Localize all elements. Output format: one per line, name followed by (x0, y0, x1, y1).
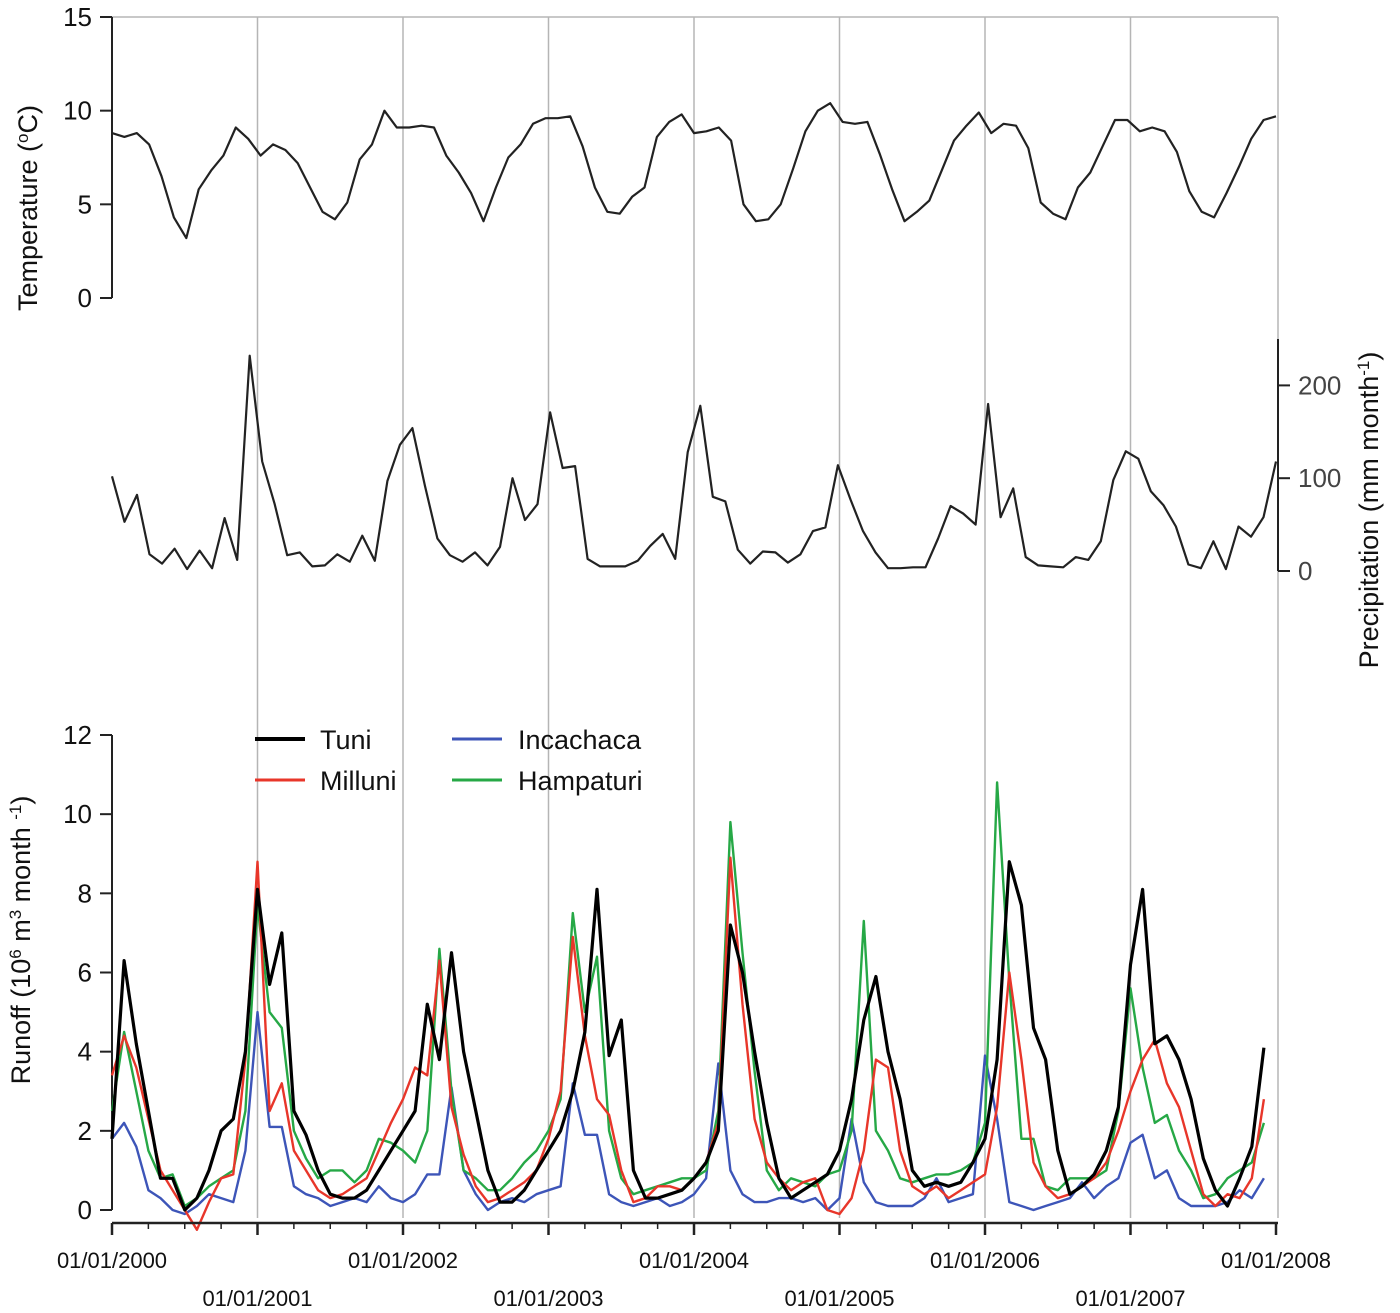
runoff-incachaca-line (111, 1010, 1265, 1216)
precipitation-tick-label-0: 0 (1298, 556, 1312, 586)
precipitation-title-sup: -1 (1354, 361, 1373, 376)
runoff-axis-title: Runoff (106 m3 month -1) (6, 796, 37, 1085)
precipitation-line (110, 354, 1278, 571)
temperature-title-pre: Temperature ( (13, 143, 43, 311)
legend-label-milluni: Milluni (320, 766, 397, 796)
precipitation-axis-title: Precipitation (mm month-1) (1354, 352, 1385, 669)
temperature-tick-label-1: 5 (78, 189, 92, 219)
x-label-upper-3: 01/01/2006 (930, 1248, 1040, 1273)
legend-label-hampaturi: Hampaturi (518, 766, 643, 796)
runoff-hampaturi-line (110, 781, 1266, 1208)
time-x-axis: 01/01/2000 01/01/2002 01/01/2004 01/01/2006… (57, 1221, 1331, 1311)
temperature-series (111, 102, 1277, 240)
x-label-lower-0: 01/01/2001 (202, 1286, 312, 1311)
runoff-tick-label-3: 6 (78, 958, 92, 988)
runoff-title-sup2: 3 (6, 910, 25, 919)
temperature-title-post: C) (13, 105, 43, 134)
runoff-tuni-line (110, 860, 1266, 1212)
temperature-tick-label-3: 15 (63, 2, 92, 32)
runoff-tick-label-2: 4 (78, 1037, 92, 1067)
runoff-title-d: ) (6, 796, 36, 805)
plot-frame (112, 16, 1279, 1218)
year-gridlines (256, 17, 1132, 1218)
x-label-lower-2: 01/01/2005 (784, 1286, 894, 1311)
temperature-line (111, 102, 1277, 240)
runoff-legend: Tuni Milluni Incachaca Hampaturi (255, 725, 643, 796)
temperature-axis-title: Temperature (oC) (13, 105, 44, 311)
legend-label-incachaca: Incachaca (518, 725, 642, 755)
runoff-tick-label-1: 2 (78, 1116, 92, 1146)
temperature-panel: 0 5 10 15 Temperature (oC) (13, 2, 1277, 313)
runoff-tick-label-6: 12 (63, 720, 92, 750)
temperature-tick-label-0: 0 (78, 283, 92, 313)
runoff-series (110, 781, 1266, 1232)
temperature-y-axis: 0 5 10 15 (63, 2, 113, 313)
runoff-title-sup1: 6 (6, 949, 25, 958)
temperature-tick-label-2: 10 (63, 96, 92, 126)
runoff-tick-label-5: 10 (63, 799, 92, 829)
x-label-upper-0: 01/01/2000 (57, 1248, 167, 1273)
precipitation-series (110, 354, 1278, 571)
runoff-title-b: m (6, 919, 36, 949)
runoff-tick-label-4: 8 (78, 878, 92, 908)
x-label-upper-2: 01/01/2004 (639, 1248, 749, 1273)
x-label-lower-3: 01/01/2007 (1075, 1286, 1185, 1311)
runoff-title-c: month (6, 820, 36, 910)
runoff-title-sup3: -1 (6, 805, 25, 820)
legend-label-tuni: Tuni (320, 725, 372, 755)
temperature-title-sup: o (13, 133, 32, 142)
precipitation-tick-label-2: 200 (1298, 370, 1341, 400)
runoff-title-a: Runoff (10 (6, 959, 36, 1085)
precipitation-tick-label-1: 100 (1298, 463, 1341, 493)
runoff-tick-label-0: 0 (78, 1195, 92, 1225)
precipitation-title-post: ) (1354, 352, 1384, 361)
runoff-y-axis: 0 2 4 6 8 10 12 (63, 720, 113, 1225)
x-label-upper-4: 01/01/2008 (1221, 1248, 1331, 1273)
precipitation-y-axis: 0 100 200 (1277, 339, 1341, 586)
precipitation-title-pre: Precipitation (mm month (1354, 376, 1384, 669)
x-label-upper-1: 01/01/2002 (348, 1248, 458, 1273)
x-label-lower-1: 01/01/2003 (493, 1286, 603, 1311)
precipitation-panel: 0 100 200 Precipitation (mm month-1) (110, 339, 1385, 669)
